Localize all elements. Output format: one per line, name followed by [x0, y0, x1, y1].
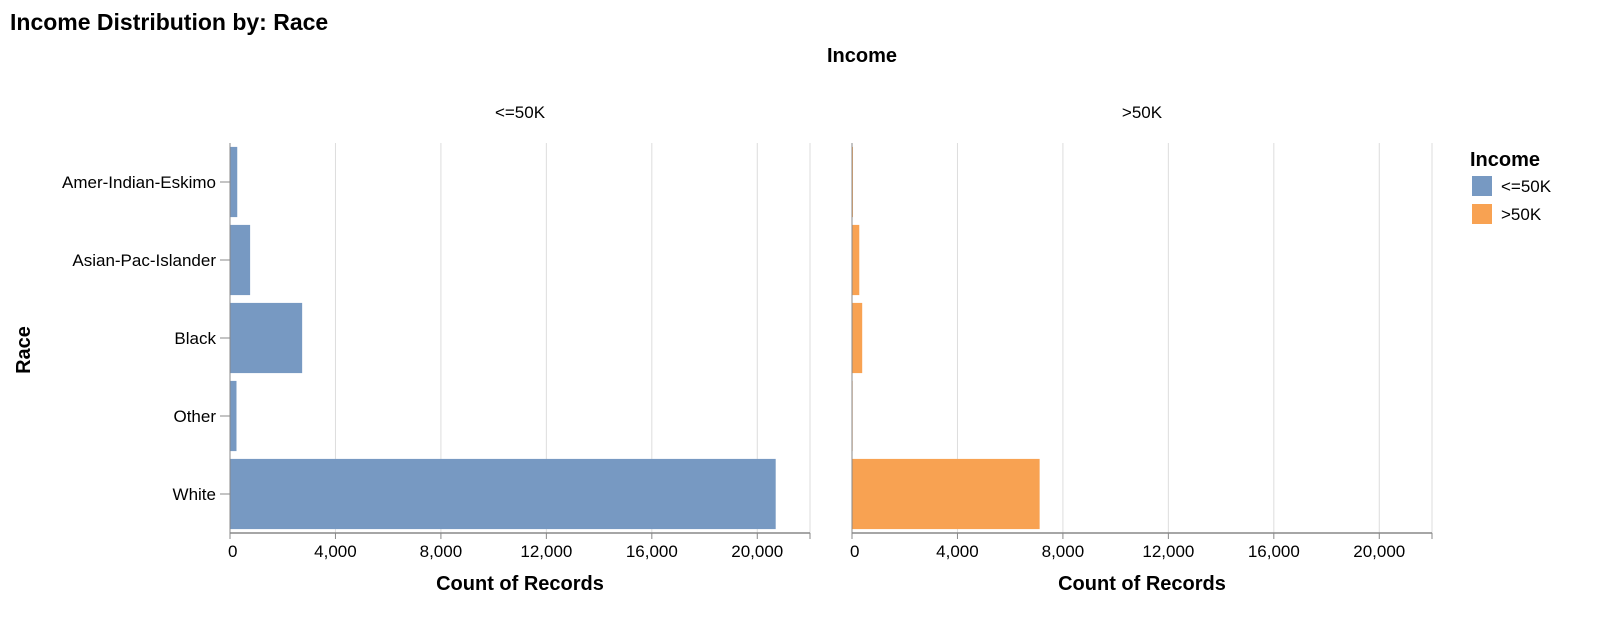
bar-amer-indian-eskimo[interactable]	[230, 146, 238, 218]
legend: Income <=50K >50K	[1470, 149, 1552, 224]
x-tick-label: 16,000	[626, 542, 678, 561]
x-tick-label: 4,000	[314, 542, 357, 561]
x-tick-label: 20,000	[1353, 542, 1405, 561]
x-tick-label: 0	[228, 542, 237, 561]
legend-title: Income	[1470, 149, 1540, 171]
x-axis-title: Count of Records	[1058, 573, 1226, 595]
x-tick-label: 8,000	[420, 542, 463, 561]
y-tick-label: Black	[174, 329, 216, 348]
bar-asian-pac-islander[interactable]	[230, 224, 251, 296]
facets: <=50K 0 4,000 8,000 12,000 16,000 20,000 Count …	[62, 103, 1433, 595]
legend-swatch	[1472, 204, 1492, 224]
y-tick-label: Amer-Indian-Eskimo	[62, 173, 216, 192]
chart-title: Income Distribution by: Race	[10, 9, 328, 35]
bar-white[interactable]	[230, 458, 776, 530]
y-axis-title: Race	[13, 326, 35, 374]
facet-le-50k: <=50K 0 4,000 8,000 12,000 16,000 20,000 Count …	[228, 103, 811, 595]
legend-label: <=50K	[1501, 177, 1552, 196]
x-axis-title: Count of Records	[436, 573, 604, 595]
facet-gt-50k: >50K 0 4,000 8,000 12,000 16,000 20,000 Count o…	[850, 103, 1433, 595]
x-tick-label: 0	[850, 542, 859, 561]
x-tick-label: 8,000	[1042, 542, 1085, 561]
legend-label: >50K	[1501, 205, 1542, 224]
y-tick-label: White	[173, 485, 216, 504]
x-tick-label: 12,000	[1142, 542, 1194, 561]
bar-black[interactable]	[230, 302, 303, 374]
x-tick-label: 12,000	[520, 542, 572, 561]
y-tick-label: Other	[173, 407, 216, 426]
y-tick-label: Asian-Pac-Islander	[72, 251, 216, 270]
legend-item-le-50k[interactable]: <=50K	[1472, 176, 1552, 196]
x-tick-label: 16,000	[1248, 542, 1300, 561]
bar-black[interactable]	[852, 302, 863, 374]
bar-white[interactable]	[852, 458, 1040, 530]
facet-label: <=50K	[495, 103, 546, 122]
bar-other[interactable]	[230, 380, 237, 452]
legend-swatch	[1472, 176, 1492, 196]
x-tick-label: 4,000	[936, 542, 979, 561]
bar-asian-pac-islander[interactable]	[852, 224, 860, 296]
column-title: Income	[827, 45, 897, 67]
facet-label: >50K	[1122, 103, 1163, 122]
legend-item-gt-50k[interactable]: >50K	[1472, 204, 1542, 224]
x-tick-label: 20,000	[731, 542, 783, 561]
y-axis: Amer-Indian-Eskimo Asian-Pac-Islander Blac…	[62, 173, 230, 504]
